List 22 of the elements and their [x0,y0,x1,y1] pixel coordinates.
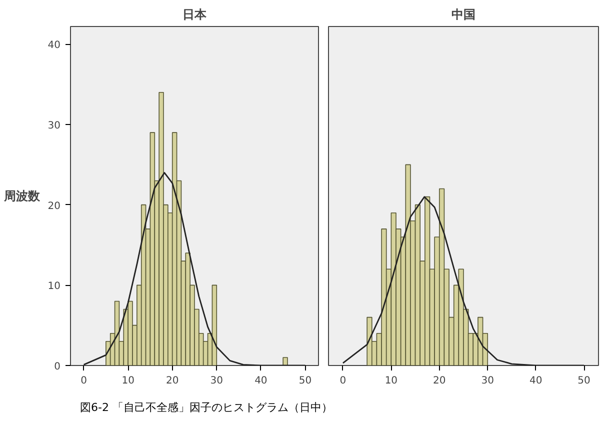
x-tick-label: 20 [433,376,446,386]
x-tick-label: 20 [166,376,179,386]
x-tick-label: 50 [298,376,312,386]
y-tick-label: 20 [48,200,61,212]
caption: 図6-2 「自己不全感」因子のヒストグラム（日中） [80,400,332,416]
x-tick-label: 0 [80,376,87,386]
x-tick-label: 50 [578,376,590,386]
y-tick-label: 30 [48,120,61,132]
x-tick-label: 0 [340,376,346,386]
y-axis-title: 周波数 [2,189,41,203]
x-tick-label: 40 [529,376,542,386]
y-tick-label: 40 [48,40,61,52]
y-tick-label: 0 [54,362,61,372]
x-tick-label: 30 [481,376,494,386]
x-tick-label: 10 [122,376,134,386]
y-tick-label: 10 [48,281,61,292]
chart-title: 日本 [182,8,208,22]
x-tick-label: 40 [254,376,268,386]
line-series [83,172,306,366]
x-tick-label: 30 [210,376,224,386]
x-tick-label: 10 [384,376,398,386]
chart-title: 中国 [452,8,476,22]
